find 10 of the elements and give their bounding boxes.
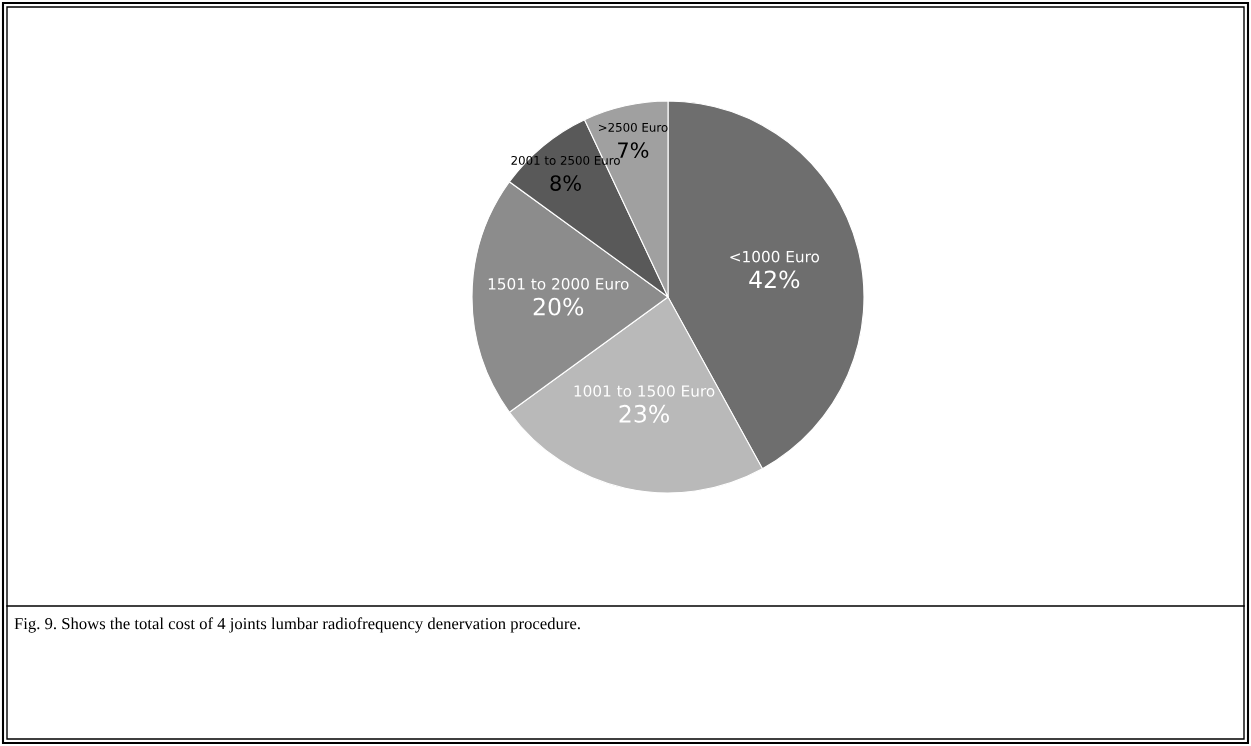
caption: Fig. 9. Shows the total cost of 4 joints lumbar radiofrequency denervation procedure. bbox=[14, 617, 580, 633]
slice-label: >2500 Euro bbox=[598, 122, 668, 132]
data-label: 42% bbox=[749, 270, 800, 289]
slice-label: <1000 Euro bbox=[730, 250, 820, 263]
data-label: 7% bbox=[618, 142, 649, 158]
data-label: 20% bbox=[533, 297, 584, 316]
data-label: 23% bbox=[619, 404, 669, 423]
slice-label: 1501 to 2000 Euro bbox=[488, 278, 629, 290]
slice-label: 1001 to 1500 Euro bbox=[574, 385, 715, 397]
data-label: 8% bbox=[550, 175, 581, 191]
